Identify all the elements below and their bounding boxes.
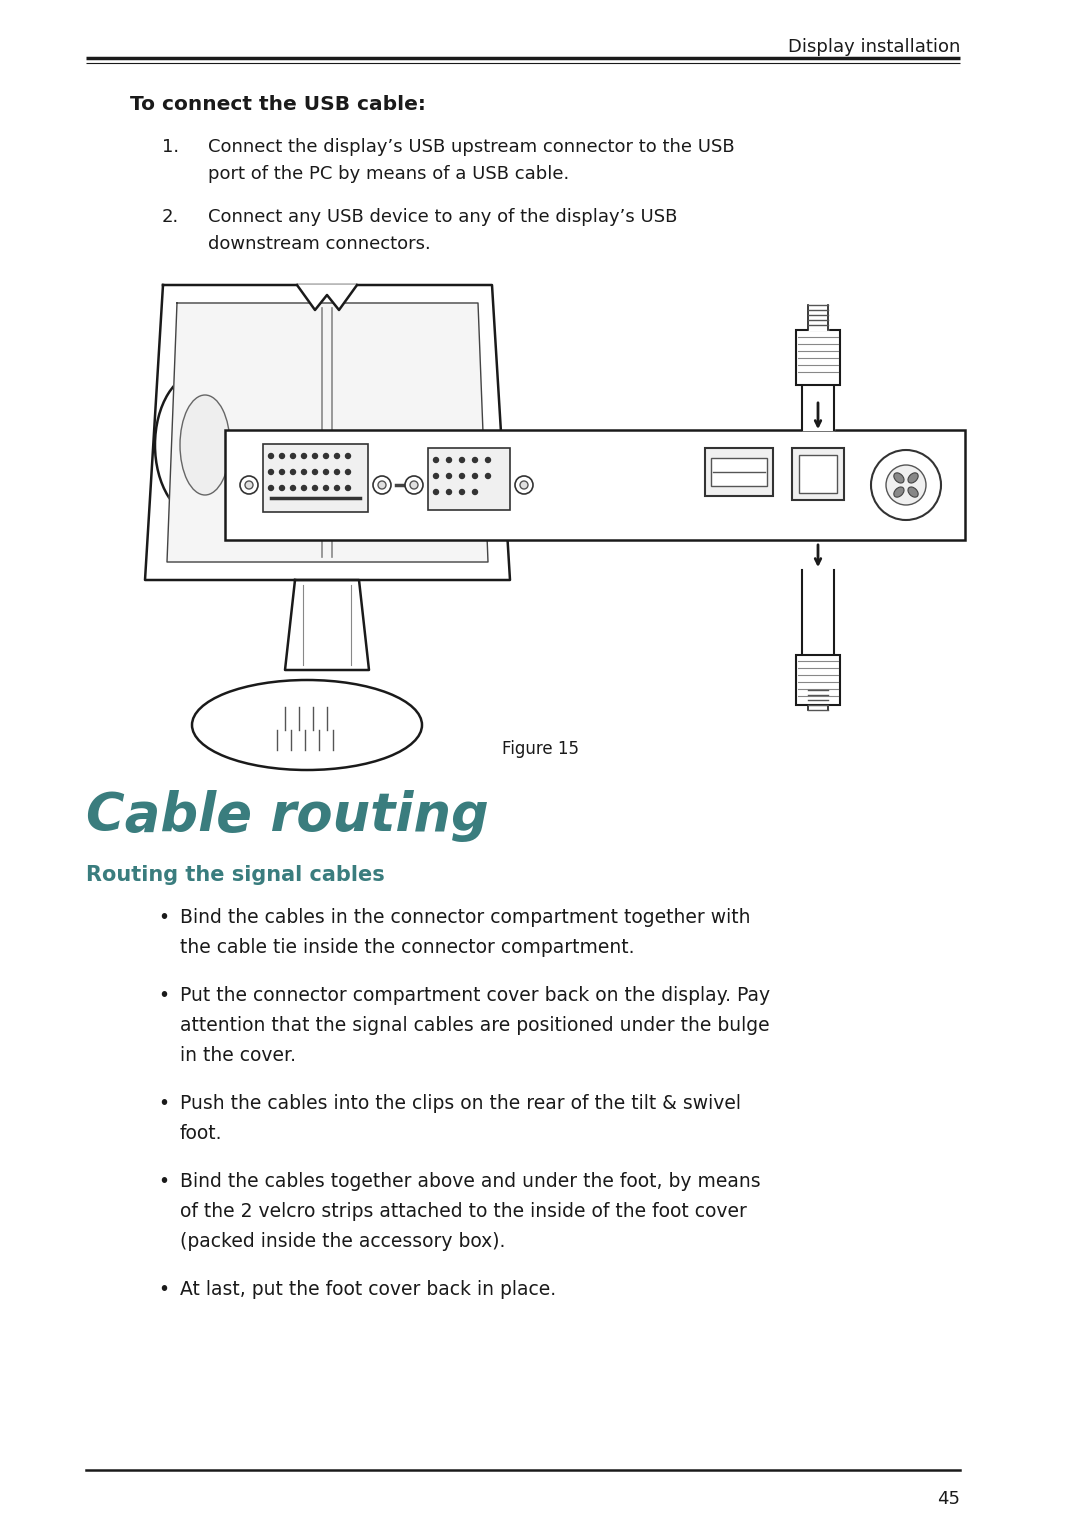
Text: At last, put the foot cover back in place.: At last, put the foot cover back in plac…	[180, 1280, 556, 1300]
Circle shape	[446, 457, 451, 462]
Bar	[796, 654, 840, 705]
Circle shape	[410, 482, 418, 489]
Bar	[711, 459, 767, 486]
Text: To connect the USB cable:: To connect the USB cable:	[130, 95, 426, 115]
Circle shape	[459, 474, 464, 479]
Circle shape	[291, 486, 296, 491]
Circle shape	[291, 454, 296, 459]
Circle shape	[486, 457, 490, 462]
Bar	[796, 330, 840, 385]
Text: Bind the cables together above and under the foot, by means: Bind the cables together above and under…	[180, 1173, 760, 1191]
Ellipse shape	[908, 472, 918, 483]
Circle shape	[346, 469, 351, 474]
Circle shape	[335, 469, 339, 474]
Circle shape	[405, 476, 423, 494]
Circle shape	[433, 457, 438, 462]
Circle shape	[473, 489, 477, 494]
Circle shape	[312, 454, 318, 459]
Text: 1.: 1.	[162, 138, 179, 156]
Circle shape	[324, 454, 328, 459]
Text: 2.: 2.	[162, 208, 179, 226]
Circle shape	[373, 476, 391, 494]
Polygon shape	[285, 579, 369, 670]
Circle shape	[280, 486, 284, 491]
Circle shape	[519, 482, 528, 489]
Text: Figure 15: Figure 15	[501, 740, 579, 758]
Bar	[225, 430, 966, 540]
Circle shape	[473, 474, 477, 479]
Circle shape	[301, 469, 307, 474]
Text: foot.: foot.	[180, 1124, 222, 1144]
Ellipse shape	[156, 373, 245, 517]
Circle shape	[301, 486, 307, 491]
Text: Connect any USB device to any of the display’s USB: Connect any USB device to any of the dis…	[208, 208, 677, 226]
Circle shape	[324, 486, 328, 491]
Text: Display installation: Display installation	[787, 38, 960, 57]
Text: (packed inside the accessory box).: (packed inside the accessory box).	[180, 1232, 505, 1251]
Bar	[428, 448, 510, 511]
Circle shape	[312, 469, 318, 474]
Circle shape	[335, 486, 339, 491]
Polygon shape	[167, 303, 488, 563]
Circle shape	[291, 469, 296, 474]
Text: Connect the display’s USB upstream connector to the USB: Connect the display’s USB upstream conne…	[208, 138, 734, 156]
Polygon shape	[297, 284, 357, 310]
Circle shape	[515, 476, 534, 494]
Circle shape	[486, 474, 490, 479]
Text: Bind the cables in the connector compartment together with: Bind the cables in the connector compart…	[180, 908, 751, 927]
Circle shape	[378, 482, 386, 489]
Bar	[792, 448, 843, 500]
Text: of the 2 velcro strips attached to the inside of the foot cover: of the 2 velcro strips attached to the i…	[180, 1202, 747, 1222]
Circle shape	[346, 454, 351, 459]
Text: Routing the signal cables: Routing the signal cables	[86, 865, 384, 885]
Circle shape	[269, 486, 273, 491]
Text: 45: 45	[937, 1489, 960, 1508]
Text: attention that the signal cables are positioned under the bulge: attention that the signal cables are pos…	[180, 1015, 770, 1035]
Circle shape	[312, 486, 318, 491]
Bar	[799, 456, 837, 492]
Text: Cable routing: Cable routing	[86, 790, 489, 842]
Text: •: •	[158, 1280, 170, 1300]
Circle shape	[459, 489, 464, 494]
Circle shape	[433, 474, 438, 479]
Ellipse shape	[894, 486, 904, 497]
Circle shape	[269, 454, 273, 459]
Text: downstream connectors.: downstream connectors.	[208, 235, 431, 252]
Text: Put the connector compartment cover back on the display. Pay: Put the connector compartment cover back…	[180, 986, 770, 1005]
Circle shape	[240, 476, 258, 494]
Circle shape	[245, 482, 253, 489]
Bar	[705, 448, 773, 495]
Ellipse shape	[908, 486, 918, 497]
Circle shape	[269, 469, 273, 474]
Circle shape	[886, 465, 926, 505]
Text: the cable tie inside the connector compartment.: the cable tie inside the connector compa…	[180, 937, 635, 957]
Polygon shape	[145, 284, 510, 579]
Text: Push the cables into the clips on the rear of the tilt & swivel: Push the cables into the clips on the re…	[180, 1095, 741, 1113]
Text: •: •	[158, 986, 170, 1005]
Circle shape	[433, 489, 438, 494]
Circle shape	[324, 469, 328, 474]
Text: •: •	[158, 908, 170, 927]
Circle shape	[335, 454, 339, 459]
Circle shape	[280, 469, 284, 474]
Circle shape	[301, 454, 307, 459]
Circle shape	[446, 474, 451, 479]
Bar	[264, 443, 368, 512]
Text: •: •	[158, 1095, 170, 1113]
Text: •: •	[158, 1173, 170, 1191]
Ellipse shape	[180, 394, 230, 495]
Ellipse shape	[894, 472, 904, 483]
Circle shape	[870, 450, 941, 520]
Circle shape	[459, 457, 464, 462]
Circle shape	[346, 486, 351, 491]
Text: in the cover.: in the cover.	[180, 1046, 296, 1066]
Circle shape	[280, 454, 284, 459]
Ellipse shape	[192, 680, 422, 771]
Text: port of the PC by means of a USB cable.: port of the PC by means of a USB cable.	[208, 165, 569, 183]
Circle shape	[473, 457, 477, 462]
Circle shape	[446, 489, 451, 494]
